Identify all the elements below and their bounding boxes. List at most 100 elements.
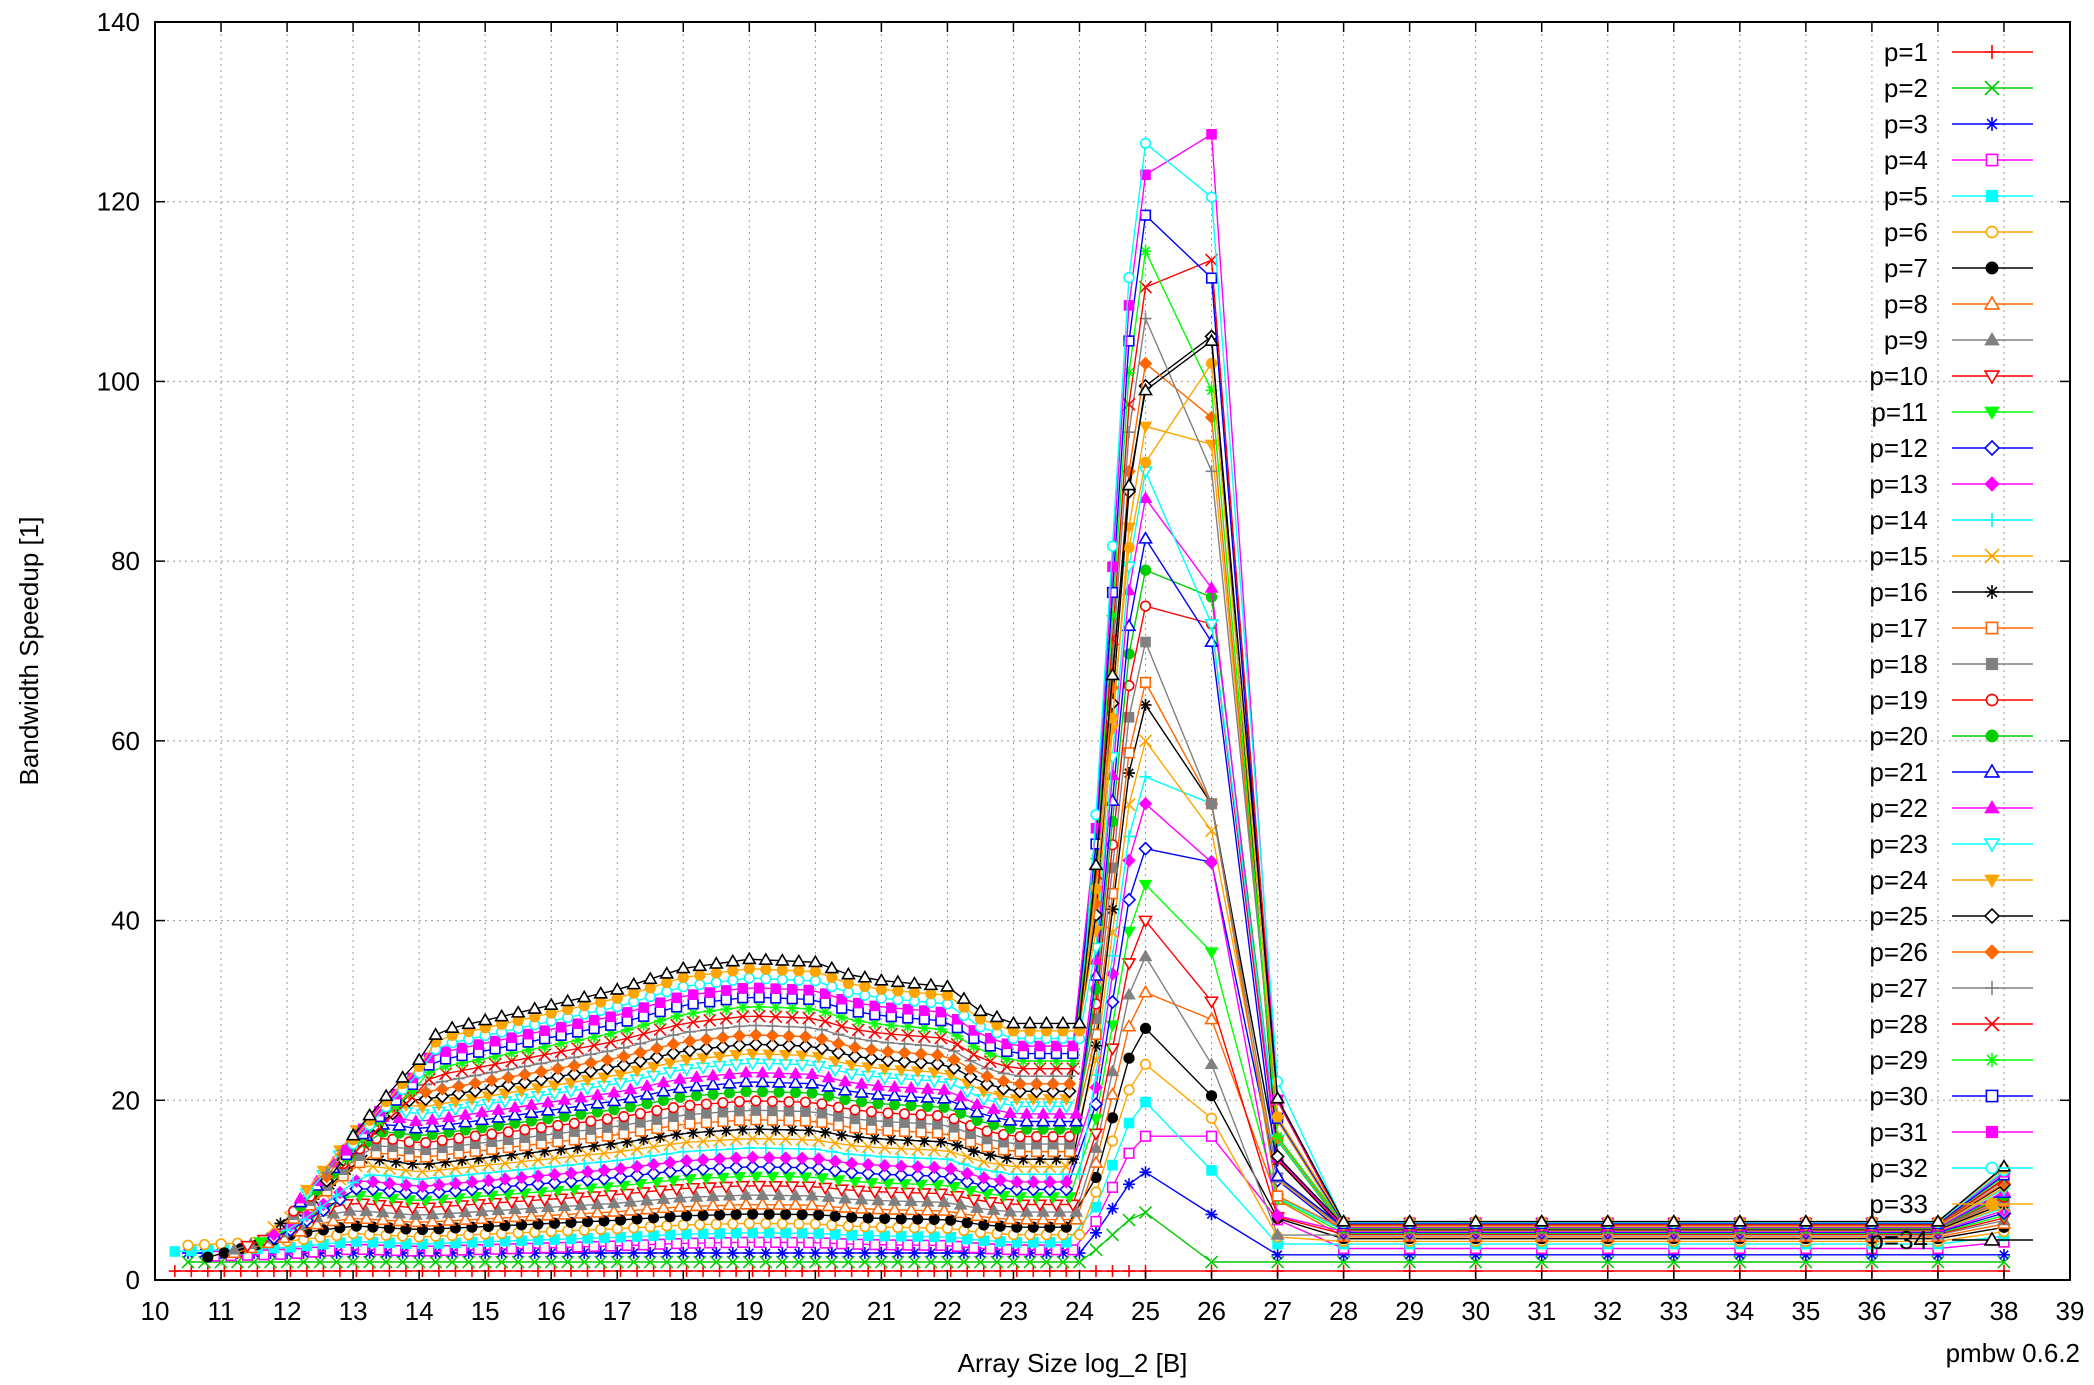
series-point: [840, 966, 856, 980]
series-point: [1106, 1202, 1119, 1215]
series-point: [1983, 370, 2001, 385]
series-point: [783, 1114, 795, 1127]
series-point: [661, 977, 673, 989]
series-point: [383, 1222, 396, 1234]
series-point: [713, 1265, 726, 1278]
series-point: [842, 986, 854, 999]
series-point: [809, 1218, 821, 1230]
series-point: [1019, 1212, 1035, 1225]
series-point: [538, 1145, 551, 1158]
series-point: [600, 1061, 615, 1076]
series-point: [636, 1187, 652, 1200]
series-point: [618, 1111, 630, 1123]
series-point: [497, 1179, 513, 1194]
series-point: [405, 1090, 420, 1105]
series-point: [617, 1049, 631, 1064]
series-point: [782, 1029, 796, 1043]
series-point: [771, 1197, 787, 1210]
series-point: [644, 982, 656, 994]
series-point: [858, 1149, 871, 1162]
series-point: [772, 1188, 786, 1201]
series-point: [1106, 1112, 1119, 1124]
series-point: [420, 1136, 432, 1149]
series-point: [653, 1022, 667, 1037]
series-point: [274, 1248, 287, 1260]
series-point: [1205, 191, 1218, 203]
series-point: [930, 1056, 945, 1071]
series-point: [1090, 1028, 1102, 1040]
series-point: [854, 1201, 869, 1214]
series-point: [986, 1210, 1002, 1223]
series-point: [667, 1029, 680, 1042]
series-point: [1105, 1228, 1120, 1242]
series-point: [300, 1265, 313, 1278]
series-point: [1139, 1130, 1152, 1142]
series-point: [750, 1095, 762, 1107]
series-point: [1105, 1064, 1120, 1077]
x-tick-label: 29: [1395, 1296, 1424, 1326]
series-point: [423, 1066, 436, 1079]
series-point: [881, 1044, 895, 1059]
series-point: [765, 1028, 780, 1043]
series-point: [663, 1058, 677, 1071]
series-point: [1930, 1214, 1946, 1227]
series-point: [1029, 1077, 1044, 1091]
series-point: [1140, 169, 1151, 181]
series-point: [638, 1010, 650, 1022]
series-point: [406, 1084, 419, 1097]
series-point: [627, 1152, 640, 1165]
series-point: [881, 1036, 894, 1049]
series-point: [314, 1247, 327, 1260]
series-point: [507, 1209, 523, 1223]
series-point: [1121, 1018, 1137, 1032]
series-point: [931, 1109, 944, 1122]
series-point: [571, 1034, 584, 1047]
x-tick-label: 36: [1857, 1296, 1886, 1326]
series-point: [798, 1172, 813, 1185]
series-point: [897, 1045, 912, 1060]
series-point: [969, 1104, 985, 1118]
series-point: [489, 1150, 502, 1163]
series-point: [1105, 967, 1120, 981]
series-point: [486, 1128, 498, 1140]
series-point: [885, 1011, 897, 1023]
series-point: [1105, 1043, 1120, 1056]
legend-label: p=33: [1869, 1189, 1928, 1219]
series-point: [425, 1112, 440, 1125]
series-point: [1138, 531, 1153, 544]
series-point: [330, 1255, 344, 1269]
x-tick-label: 18: [669, 1296, 698, 1326]
series-point: [852, 1238, 864, 1250]
series-point: [631, 1213, 643, 1225]
series-point: [821, 1079, 836, 1092]
series-point: [990, 1247, 1003, 1260]
legend-label: p=20: [1869, 721, 1928, 751]
series-point: [1056, 1255, 1070, 1269]
series-point: [624, 1101, 637, 1113]
series-point: [762, 1132, 776, 1146]
series-point: [761, 1159, 777, 1175]
series-point: [892, 985, 904, 997]
series-point: [779, 1265, 792, 1278]
series-point: [456, 1057, 469, 1070]
series-point: [1121, 477, 1137, 491]
series-point: [661, 1220, 673, 1232]
series-point: [743, 1141, 756, 1154]
series-point: [346, 1255, 360, 1269]
series-point: [291, 1247, 303, 1259]
series-point: [996, 1081, 1011, 1096]
series-point: [567, 1066, 582, 1082]
series-point: [432, 1265, 445, 1278]
series-point: [894, 1065, 909, 1077]
series-point: [572, 1018, 583, 1030]
series-point: [613, 1144, 628, 1159]
series-point: [633, 1053, 648, 1069]
y-tick-label: 60: [111, 726, 140, 756]
series-point: [684, 1109, 696, 1120]
x-tick-label: 28: [1329, 1296, 1358, 1326]
series-point: [873, 973, 889, 986]
series-point: [793, 974, 805, 986]
series-point: [646, 1062, 661, 1074]
series-point: [735, 1180, 751, 1194]
series-point: [985, 1032, 996, 1044]
